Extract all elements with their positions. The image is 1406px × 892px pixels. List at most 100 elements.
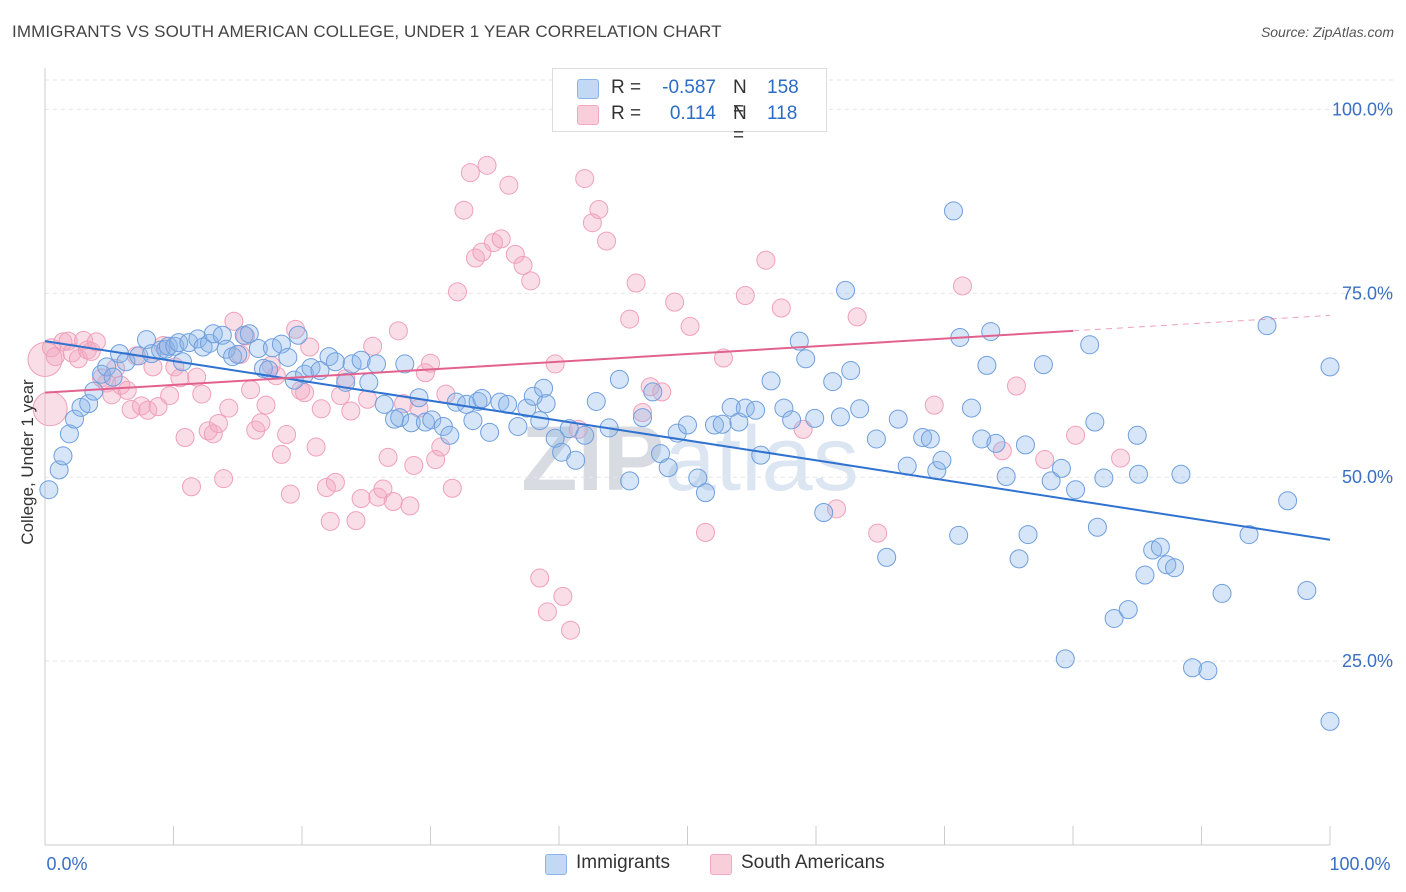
point-immigrants	[688, 468, 708, 488]
point-south-americans	[491, 229, 511, 249]
point-south-americans	[306, 437, 326, 457]
point-immigrants	[359, 372, 379, 392]
point-immigrants	[961, 398, 981, 418]
point-south-americans	[597, 231, 617, 251]
point-south-americans	[1111, 448, 1131, 468]
point-south-americans	[454, 200, 474, 220]
point-immigrants	[536, 394, 556, 414]
point-south-americans	[756, 250, 776, 270]
point-immigrants	[508, 416, 528, 436]
point-immigrants	[1087, 517, 1107, 537]
legend-swatch-pink	[577, 105, 599, 125]
point-immigrants	[1212, 583, 1232, 603]
point-south-americans	[952, 276, 972, 296]
point-south-americans	[415, 363, 435, 383]
point-south-americans	[280, 484, 300, 504]
point-immigrants	[850, 399, 870, 419]
point-immigrants	[1041, 471, 1061, 491]
point-immigrants	[463, 411, 483, 431]
point-south-americans	[251, 413, 271, 433]
point-immigrants	[422, 410, 442, 430]
point-south-americans	[27, 342, 63, 378]
point-south-americans	[530, 568, 550, 588]
point-immigrants	[996, 466, 1016, 486]
point-immigrants	[1150, 537, 1170, 557]
point-south-americans	[477, 155, 497, 175]
point-immigrants	[472, 389, 492, 409]
point-immigrants	[643, 382, 663, 402]
legend-label: Immigrants	[576, 852, 670, 873]
point-immigrants	[367, 354, 387, 374]
point-south-americans	[271, 444, 291, 464]
point-immigrants	[729, 412, 749, 432]
point-south-americans	[735, 286, 755, 306]
point-south-americans	[442, 478, 462, 498]
point-south-americans	[620, 309, 640, 329]
y-tick-label: 25.0%	[1342, 651, 1393, 671]
point-immigrants	[609, 369, 629, 389]
point-south-americans	[325, 472, 345, 492]
point-immigrants	[1055, 649, 1075, 669]
point-south-americans	[203, 424, 223, 444]
point-south-americans	[626, 273, 646, 293]
point-immigrants	[789, 331, 809, 351]
legend-r-label: R =	[611, 77, 642, 98]
point-immigrants	[1183, 658, 1203, 678]
point-immigrants	[1239, 525, 1259, 545]
point-immigrants	[351, 350, 371, 370]
point-south-americans	[241, 380, 261, 400]
point-south-americans	[219, 398, 239, 418]
point-immigrants	[866, 429, 886, 449]
point-immigrants	[552, 442, 572, 462]
legend-label: South Americans	[741, 852, 885, 873]
legend-r-label: R =	[611, 103, 642, 124]
point-south-americans	[341, 401, 361, 421]
point-immigrants	[586, 391, 606, 411]
point-south-americans	[513, 255, 533, 275]
point-immigrants	[814, 503, 834, 523]
point-immigrants	[678, 415, 697, 435]
point-south-americans	[827, 499, 847, 519]
point-south-americans	[537, 602, 557, 622]
point-south-americans	[311, 399, 331, 419]
point-immigrants	[823, 372, 843, 392]
point-south-americans	[421, 353, 440, 373]
point-immigrants	[796, 349, 816, 369]
point-immigrants	[888, 409, 908, 429]
point-immigrants	[390, 408, 410, 428]
point-immigrants	[395, 354, 415, 374]
trendline-south-americans	[44, 329, 1074, 394]
point-immigrants	[401, 413, 421, 433]
point-immigrants	[1104, 608, 1124, 628]
point-south-americans	[1006, 376, 1026, 396]
point-south-americans	[545, 354, 565, 374]
point-immigrants	[704, 415, 724, 435]
point-immigrants	[39, 480, 59, 500]
point-south-americans	[924, 395, 944, 415]
point-south-americans	[1035, 450, 1055, 470]
point-immigrants	[943, 201, 963, 221]
point-immigrants	[1129, 464, 1149, 484]
point-immigrants	[1066, 480, 1086, 500]
point-immigrants	[949, 525, 969, 545]
point-south-americans	[460, 163, 480, 183]
point-south-americans	[561, 620, 581, 640]
point-immigrants	[1198, 661, 1218, 681]
point-immigrants	[440, 425, 460, 445]
point-immigrants	[97, 357, 117, 377]
point-immigrants	[158, 336, 178, 356]
y-tick-label: 75.0%	[1342, 283, 1393, 303]
point-south-americans	[378, 447, 398, 467]
point-south-americans	[214, 469, 234, 489]
point-immigrants	[932, 450, 952, 470]
point-immigrants	[575, 425, 595, 445]
point-south-americans	[400, 496, 420, 516]
point-south-americans	[117, 380, 137, 400]
point-immigrants	[65, 409, 85, 429]
point-immigrants	[1015, 435, 1035, 455]
point-immigrants	[480, 422, 500, 442]
point-immigrants	[830, 407, 850, 427]
point-immigrants	[1127, 425, 1147, 445]
point-south-americans	[160, 386, 180, 406]
point-immigrants	[59, 424, 79, 444]
